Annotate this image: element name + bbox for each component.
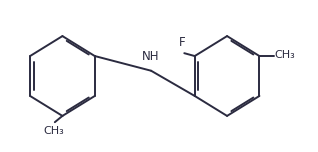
Text: NH: NH [142,50,160,63]
Text: CH₃: CH₃ [43,126,64,136]
Text: F: F [178,36,185,49]
Text: CH₃: CH₃ [275,50,295,60]
